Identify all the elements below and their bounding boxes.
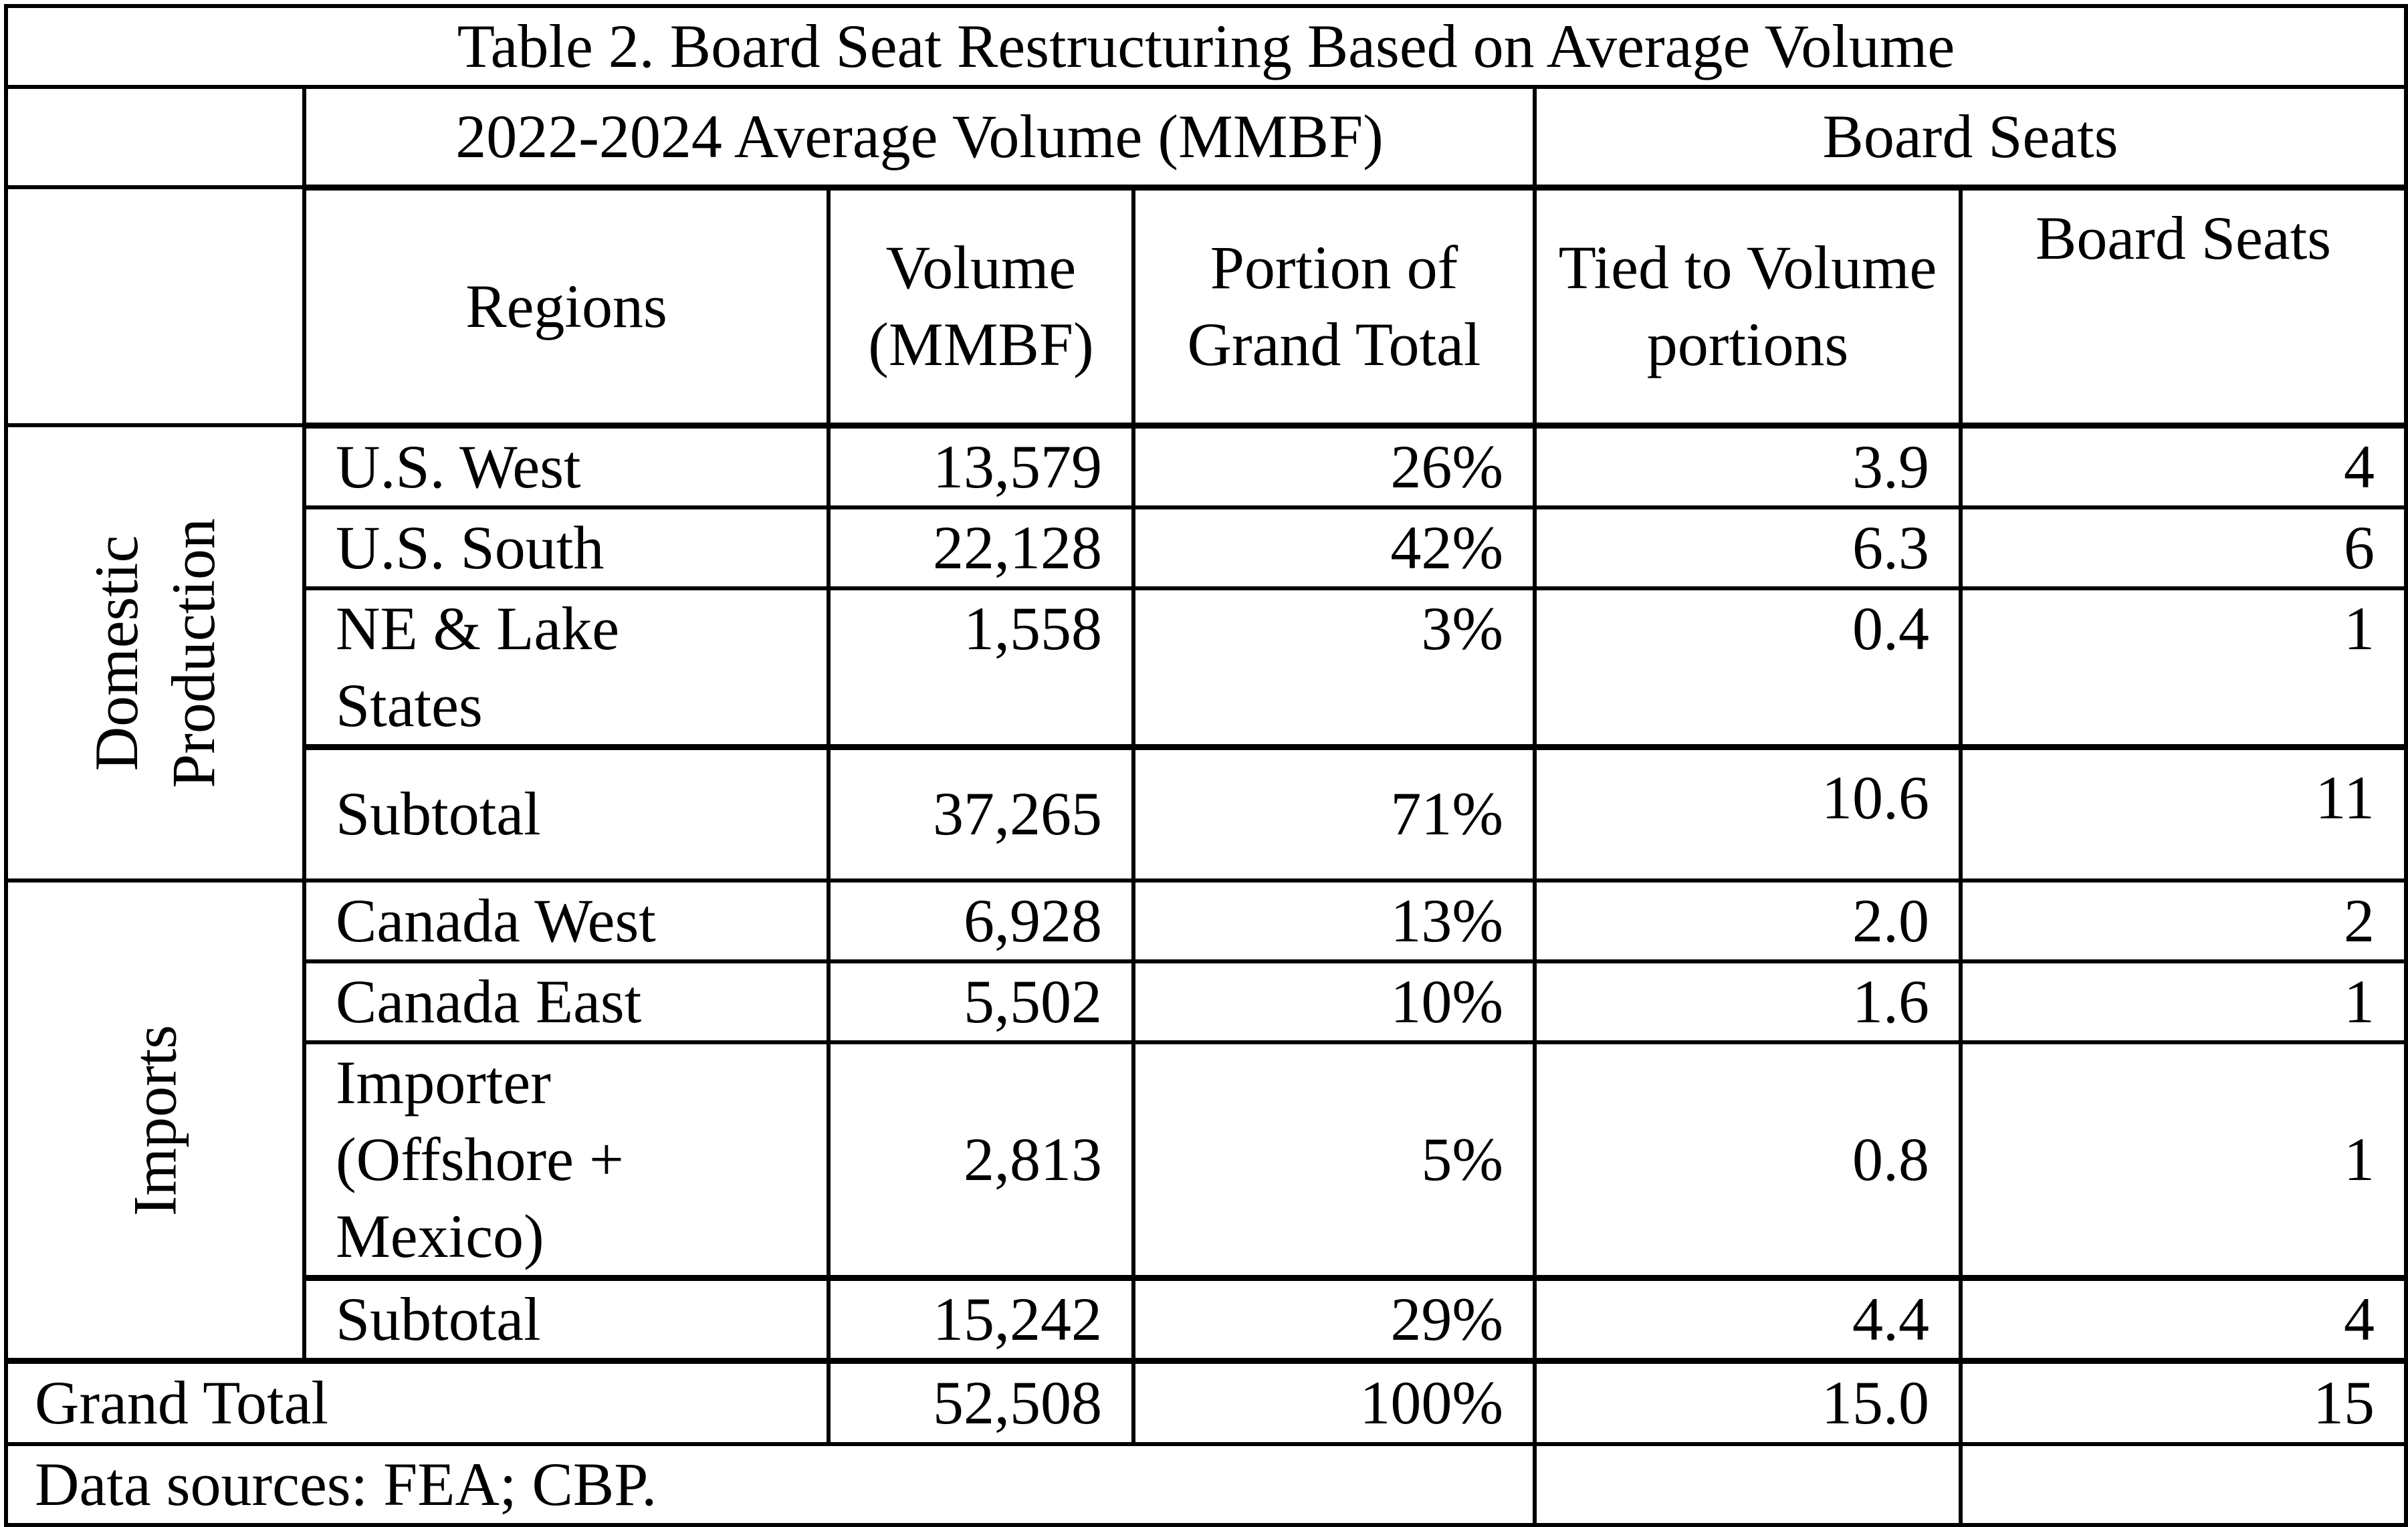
header-volume: Volume (MMBF) xyxy=(827,184,1135,427)
header-seats-group: Board Seats xyxy=(1533,85,2408,189)
grand-total-tied: 15.0 xyxy=(1533,1358,1963,1446)
volume-cell: 1,558 xyxy=(827,586,1135,749)
portion-cell: 5% xyxy=(1131,1040,1537,1280)
portion-cell: 26% xyxy=(1131,422,1537,509)
volume-cell: 5,502 xyxy=(827,959,1135,1044)
group-domestic: Domestic Production xyxy=(4,423,306,883)
header-portion: Portion of Grand Total xyxy=(1131,184,1537,427)
grand-total-volume: 52,508 xyxy=(827,1358,1135,1446)
region-text: NE & Lake States xyxy=(336,594,620,739)
seats-cell: 1 xyxy=(1959,586,2408,749)
region-cell: Canada West xyxy=(302,878,831,963)
region-text: Importer (Offshore + Mexico) xyxy=(336,1048,624,1270)
tied-cell: 4.4 xyxy=(1533,1275,1963,1363)
portion-cell: 29% xyxy=(1131,1275,1537,1363)
portion-cell: 42% xyxy=(1131,505,1537,590)
volume-cell: 22,128 xyxy=(827,505,1135,590)
portion-cell: 10% xyxy=(1131,959,1537,1044)
region-cell: U.S. South xyxy=(302,505,831,590)
region-cell: Canada East xyxy=(302,959,831,1044)
group-imports: Imports xyxy=(4,878,306,1363)
grand-total-seats: 15 xyxy=(1959,1358,2408,1446)
tied-cell: 2.0 xyxy=(1533,878,1963,963)
subtotal-label: Subtotal xyxy=(302,743,831,883)
subtotal-label: Subtotal xyxy=(302,1275,831,1363)
tied-cell: 10.6 xyxy=(1533,743,1963,883)
tied-cell: 6.3 xyxy=(1533,505,1963,590)
seats-cell: 4 xyxy=(1959,422,2408,509)
portion-cell: 3% xyxy=(1131,586,1537,749)
header-seats: Board Seats xyxy=(1959,184,2408,427)
footnote-empty-cell xyxy=(1533,1441,1963,1527)
tied-cell: 0.8 xyxy=(1533,1040,1963,1280)
header-volume-group: 2022-2024 Average Volume (MMBF) xyxy=(302,85,1537,189)
footnote: Data sources: FEA; CBP. xyxy=(4,1441,1537,1527)
board-seat-table: Table 2. Board Seat Restructuring Based … xyxy=(4,4,2408,1527)
volume-cell: 6,928 xyxy=(827,878,1135,963)
grand-total-portion: 100% xyxy=(1131,1358,1537,1446)
grand-total-label: Grand Total xyxy=(4,1358,831,1446)
portion-cell: 13% xyxy=(1131,878,1537,963)
region-cell: Importer (Offshore + Mexico) xyxy=(302,1040,831,1280)
tied-cell: 3.9 xyxy=(1533,422,1963,509)
volume-cell: 37,265 xyxy=(827,743,1135,883)
region-cell: U.S. West xyxy=(302,422,831,509)
volume-cell: 15,242 xyxy=(827,1275,1135,1363)
group-imports-label: Imports xyxy=(120,1024,189,1216)
volume-cell: 2,813 xyxy=(827,1040,1135,1280)
seats-cell: 11 xyxy=(1959,743,2408,883)
group-domestic-label: Domestic Production xyxy=(82,517,227,788)
seats-cell: 1 xyxy=(1959,1040,2408,1280)
volume-cell: 13,579 xyxy=(827,422,1135,509)
seats-cell: 4 xyxy=(1959,1275,2408,1363)
seats-cell: 6 xyxy=(1959,505,2408,590)
header-regions: Regions xyxy=(302,184,831,427)
corner-cell xyxy=(4,85,306,189)
region-cell: NE & Lake States xyxy=(302,586,831,749)
corner-cell-2 xyxy=(4,185,306,427)
seats-cell: 2 xyxy=(1959,878,2408,963)
portion-cell: 71% xyxy=(1131,743,1537,883)
header-tied: Tied to Volume portions xyxy=(1533,184,1963,427)
footnote-empty-cell xyxy=(1959,1441,2408,1527)
tied-cell: 1.6 xyxy=(1533,959,1963,1044)
seats-cell: 1 xyxy=(1959,959,2408,1044)
tied-cell: 0.4 xyxy=(1533,586,1963,749)
table-title: Table 2. Board Seat Restructuring Based … xyxy=(4,4,2408,89)
